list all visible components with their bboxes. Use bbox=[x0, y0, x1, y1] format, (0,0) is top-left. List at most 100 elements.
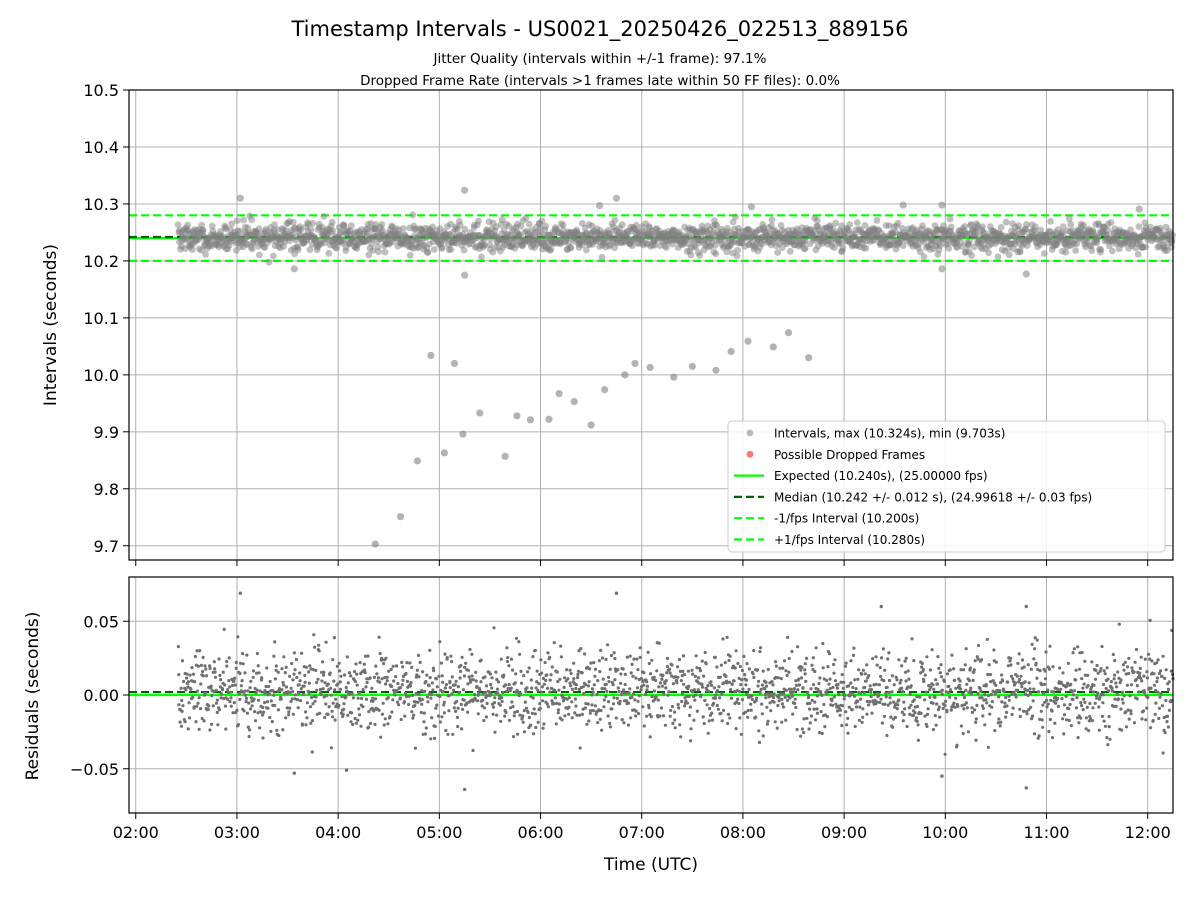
interval-point bbox=[846, 221, 854, 228]
residual-point bbox=[974, 720, 978, 725]
residual-point bbox=[668, 714, 672, 718]
residual-point bbox=[673, 726, 677, 730]
residual-point bbox=[1151, 718, 1155, 723]
residual-point bbox=[738, 664, 743, 669]
interval-point bbox=[306, 246, 314, 254]
residual-point bbox=[290, 661, 294, 666]
residual-point bbox=[389, 667, 393, 672]
residual-point bbox=[903, 707, 907, 711]
interval-point bbox=[208, 222, 216, 230]
residual-point bbox=[799, 734, 803, 738]
residual-point bbox=[1017, 680, 1021, 684]
residual-point bbox=[683, 704, 687, 708]
residual-point bbox=[313, 645, 317, 649]
interval-point-notable bbox=[1022, 270, 1030, 278]
residual-point bbox=[1093, 701, 1097, 705]
residual-point bbox=[900, 686, 904, 690]
residual-point bbox=[414, 700, 418, 704]
residual-point bbox=[535, 669, 539, 673]
residual-point bbox=[1005, 710, 1009, 715]
residual-point bbox=[718, 675, 722, 679]
residual-point bbox=[502, 673, 506, 677]
residual-point bbox=[366, 654, 370, 658]
residual-point bbox=[267, 684, 271, 689]
residual-point bbox=[988, 672, 993, 677]
residual-point bbox=[179, 686, 183, 691]
residual-point bbox=[570, 716, 574, 720]
residual-point bbox=[495, 713, 499, 717]
residual-point bbox=[809, 714, 814, 718]
residual-point bbox=[820, 693, 824, 698]
residual-point bbox=[1040, 683, 1044, 687]
residual-point bbox=[321, 687, 325, 691]
bottom-y-tick-label: 0.05 bbox=[83, 612, 119, 631]
residual-point bbox=[670, 704, 675, 709]
residual-point bbox=[1157, 706, 1161, 710]
x-tick-label: 05:00 bbox=[416, 823, 462, 842]
interval-point bbox=[188, 246, 196, 254]
residual-point bbox=[569, 671, 573, 676]
legend-entry: +1/fps Interval (10.280s) bbox=[774, 533, 925, 547]
residual-point bbox=[470, 674, 474, 678]
residual-point bbox=[499, 657, 503, 661]
residual-point bbox=[969, 686, 973, 690]
residual-point bbox=[1006, 680, 1010, 684]
residual-point bbox=[772, 700, 776, 704]
residual-point bbox=[1062, 713, 1067, 717]
residual-point bbox=[279, 697, 283, 701]
residual-point bbox=[270, 720, 274, 724]
residual-point bbox=[593, 667, 598, 671]
residual-point bbox=[892, 683, 896, 687]
top-y-tick-label: 9.9 bbox=[94, 423, 119, 442]
residual-point bbox=[507, 664, 511, 668]
residual-point bbox=[608, 667, 612, 672]
residual-point bbox=[250, 704, 254, 708]
residual-point bbox=[598, 717, 602, 721]
residual-point bbox=[928, 695, 932, 699]
residual-point bbox=[878, 700, 882, 705]
residual-point bbox=[225, 664, 229, 668]
residual-point bbox=[1041, 691, 1046, 695]
residual-point bbox=[538, 706, 542, 711]
residual-point bbox=[390, 684, 394, 689]
residual-point bbox=[879, 674, 883, 679]
residual-point bbox=[850, 707, 854, 712]
interval-point bbox=[522, 214, 530, 222]
residual-point bbox=[351, 696, 355, 700]
residual-point bbox=[229, 704, 233, 708]
residual-point bbox=[674, 678, 679, 682]
residual-point bbox=[436, 714, 441, 718]
interval-point bbox=[966, 238, 973, 246]
residual-point bbox=[177, 703, 181, 707]
residual-point bbox=[357, 707, 361, 711]
residual-point bbox=[807, 727, 811, 731]
residual-point bbox=[970, 706, 974, 710]
residual-point bbox=[997, 717, 1001, 721]
residual-point bbox=[512, 714, 516, 718]
residual-point bbox=[702, 674, 706, 678]
residual-point bbox=[785, 673, 789, 678]
top-y-tick-label: 10.5 bbox=[83, 81, 119, 100]
residual-point bbox=[371, 696, 375, 700]
residual-point bbox=[1150, 659, 1154, 663]
residual-point bbox=[204, 674, 209, 678]
residual-point bbox=[1109, 680, 1113, 684]
residual-point bbox=[258, 726, 262, 730]
residual-point bbox=[232, 679, 236, 683]
residual-point bbox=[1099, 667, 1103, 671]
residual-point bbox=[513, 681, 517, 685]
residual-point bbox=[504, 683, 508, 687]
residual-point bbox=[713, 655, 717, 660]
residual-point bbox=[313, 699, 317, 703]
residual-point bbox=[548, 655, 552, 659]
residual-point bbox=[912, 659, 916, 663]
residual-point bbox=[764, 684, 769, 688]
residual-point bbox=[504, 710, 508, 715]
residual-point bbox=[182, 679, 186, 684]
residual-point bbox=[1095, 663, 1099, 668]
residual-point bbox=[488, 672, 492, 676]
residual-point bbox=[1069, 724, 1073, 728]
residual-point bbox=[1124, 710, 1128, 714]
residual-point bbox=[611, 702, 616, 706]
residual-point bbox=[838, 708, 843, 712]
